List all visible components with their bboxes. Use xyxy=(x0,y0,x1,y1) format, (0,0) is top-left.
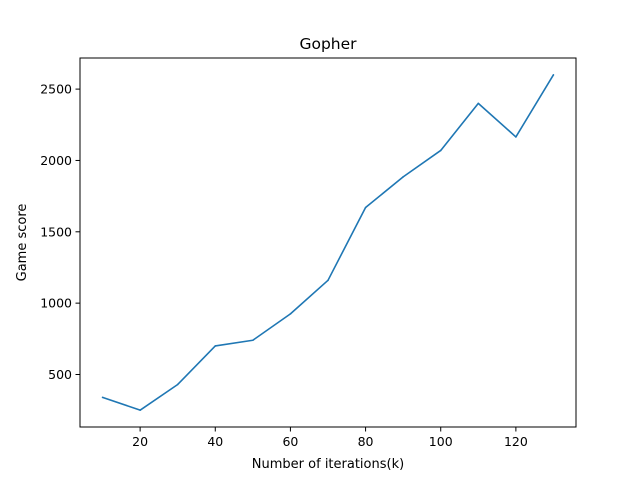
y-axis-title: Game score xyxy=(15,204,30,282)
data-point xyxy=(477,102,480,105)
x-tick-label: 20 xyxy=(132,434,148,449)
data-point xyxy=(176,383,179,386)
plot-frame xyxy=(79,57,577,428)
data-point xyxy=(101,396,104,399)
x-tick-label: 120 xyxy=(504,434,528,449)
data-point xyxy=(439,149,442,152)
x-axis-title: Number of iterations(k) xyxy=(252,457,404,472)
x-axis: 20 40 60 80 100 120 xyxy=(132,427,528,449)
data-point xyxy=(364,206,367,209)
data-point xyxy=(139,409,141,411)
data-point xyxy=(252,339,254,342)
y-tick-label: 1500 xyxy=(40,224,72,239)
x-tick-label: 80 xyxy=(358,434,374,449)
chart-title: Gopher xyxy=(299,35,357,53)
series-layer xyxy=(101,74,555,411)
x-tick-label: 40 xyxy=(207,434,223,449)
x-tick-label: 100 xyxy=(429,434,453,449)
y-axis: 500 1000 1500 2000 2500 xyxy=(40,82,80,382)
series-line xyxy=(102,74,555,411)
y-tick-label: 1000 xyxy=(40,296,72,311)
x-tick-label: 60 xyxy=(282,434,298,449)
y-tick-label: 500 xyxy=(48,367,72,382)
data-point xyxy=(515,136,517,138)
data-point xyxy=(214,345,217,347)
data-point xyxy=(402,176,404,178)
data-point xyxy=(289,313,292,315)
y-tick-label: 2500 xyxy=(40,82,72,97)
y-tick-label: 2000 xyxy=(40,153,72,168)
data-point xyxy=(552,74,555,76)
data-point xyxy=(327,279,329,282)
